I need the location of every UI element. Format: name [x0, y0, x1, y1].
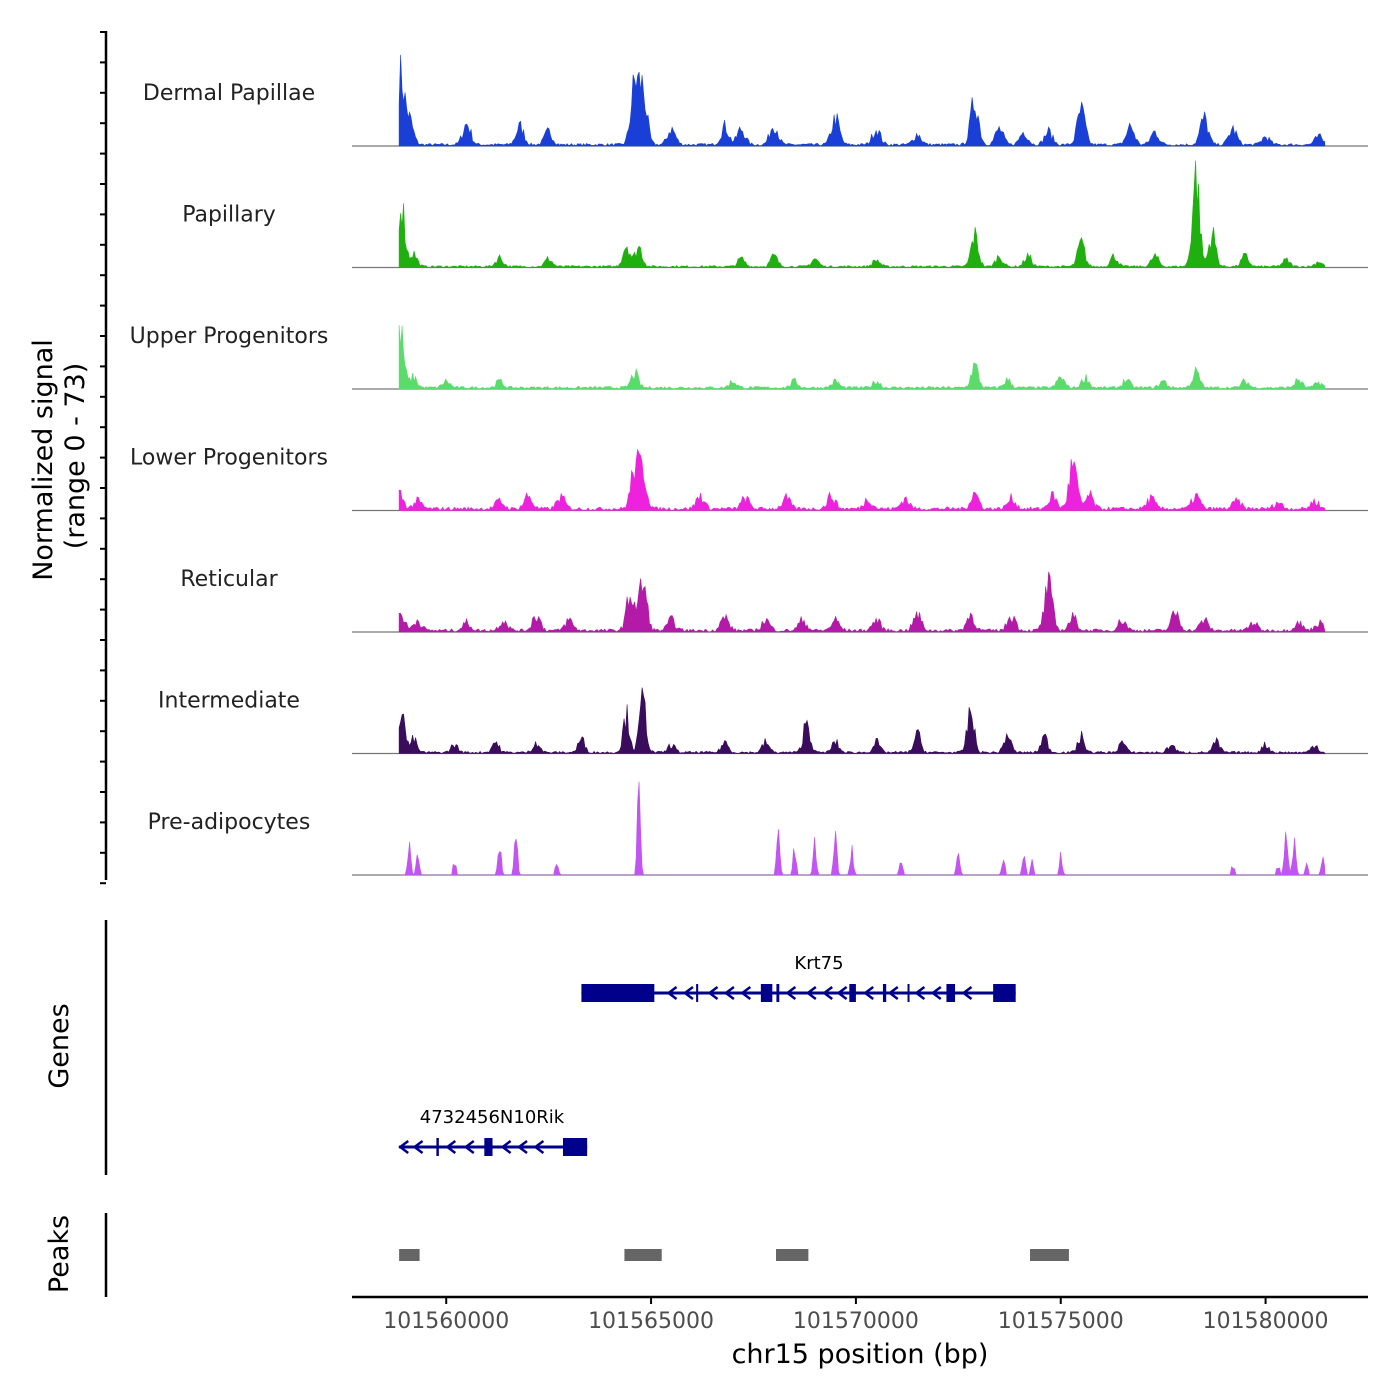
gene-label: 4732456N10Rik: [420, 1107, 565, 1128]
genes-axis-title: Genes: [44, 1003, 75, 1088]
track-label: Intermediate: [158, 689, 300, 714]
gene-exon: [849, 984, 856, 1002]
signal-area-6: [399, 781, 1326, 876]
strand-arrow: [914, 986, 926, 1000]
peaks-panel: [104, 1213, 1069, 1297]
strand-arrow: [500, 1140, 512, 1154]
strand-arrow: [666, 986, 678, 1000]
strand-arrow: [740, 986, 752, 1000]
gene-label: Krt75: [794, 953, 843, 974]
strand-arrow: [516, 1140, 528, 1154]
x-axis: 101560000 101565000 101570000 101575000 1015…: [352, 1295, 1368, 1334]
peak-region: [1030, 1249, 1069, 1261]
track-label: Upper Progenitors: [130, 324, 329, 349]
signal-panel: Dermal Papillae Papillary Upper Progenitor…: [100, 31, 1368, 885]
signal-area-4: [398, 571, 1326, 633]
signal-area-2: [398, 324, 1326, 390]
peak-region: [624, 1249, 662, 1261]
strand-arrow: [682, 986, 694, 1000]
signal-area-1: [398, 160, 1326, 268]
x-tick-label: 101560000: [383, 1309, 509, 1334]
strand-arrow: [822, 986, 833, 1000]
gene-exon: [907, 984, 910, 1002]
signal-area-0: [398, 54, 1326, 147]
strand-arrow: [723, 986, 735, 1000]
x-tick-label: 101570000: [793, 1309, 919, 1334]
strand-arrow: [961, 986, 973, 1000]
gene-exon: [484, 1138, 493, 1156]
x-axis-title: chr15 position (bp): [732, 1339, 989, 1370]
y-axis-title-line1: Normalized signal: [28, 339, 59, 581]
strand-arrow: [930, 986, 942, 1000]
strand-arrow: [533, 1140, 545, 1154]
track-label: Pre-adipocytes: [148, 810, 311, 835]
gene-utr: [581, 984, 655, 1002]
genes-panel: Krt75 4732456N10Rik: [104, 920, 1016, 1175]
peak-region: [399, 1249, 420, 1261]
gene-utr: [993, 984, 1016, 1002]
peaks-axis-title: Peaks: [44, 1215, 75, 1293]
gene-exon: [760, 984, 773, 1002]
x-tick-label: 101575000: [998, 1309, 1124, 1334]
strand-arrow: [887, 986, 899, 1000]
track-label: Reticular: [180, 567, 278, 592]
strand-arrow: [863, 986, 874, 1000]
y-axis-title-line2: (range 0 - 73): [60, 363, 91, 550]
gene-exon: [882, 984, 887, 1002]
peak-region: [776, 1249, 809, 1261]
track-label: Papillary: [182, 203, 276, 228]
strand-arrow: [836, 986, 848, 1000]
gene-exon: [436, 1138, 439, 1156]
strand-arrow: [398, 1140, 409, 1154]
strand-arrow: [785, 986, 797, 1000]
strand-arrow: [412, 1140, 424, 1154]
strand-arrow: [707, 986, 719, 1000]
strand-arrow: [463, 1140, 475, 1154]
gene-exon: [946, 984, 956, 1002]
signal-area-5: [398, 687, 1326, 754]
strand-arrow: [445, 1140, 457, 1154]
signal-area-3: [398, 448, 1326, 512]
gene-exon: [776, 984, 780, 1002]
gene-utr: [562, 1138, 588, 1156]
strand-arrow: [805, 986, 817, 1000]
track-label: Lower Progenitors: [130, 446, 328, 471]
gene-exon: [696, 984, 699, 1002]
x-tick-label: 101580000: [1203, 1309, 1329, 1334]
track-label: Dermal Papillae: [143, 81, 315, 106]
x-tick-label: 101565000: [588, 1309, 714, 1334]
